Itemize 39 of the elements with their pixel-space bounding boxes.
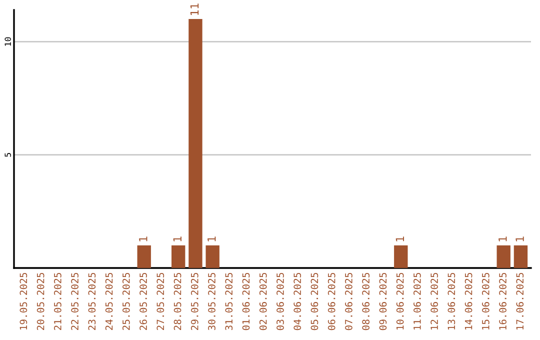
x-tick-label: 22.05.2025 — [71, 272, 78, 330]
data-label: 1 — [173, 236, 182, 242]
x-tick-label: 27.05.2025 — [156, 272, 164, 330]
x-tick-label: 15.06.2025 — [482, 272, 490, 330]
x-tick-label: 31.05.2025 — [225, 272, 233, 330]
x-tick-label: 08.06.2025 — [362, 272, 370, 330]
x-tick-label: 04.06.2025 — [294, 272, 302, 330]
x-tick-label: 20.05.2025 — [36, 272, 44, 330]
x-tick-label: 28.05.2025 — [174, 272, 182, 330]
x-tick-label: 16.06.2025 — [499, 272, 506, 330]
x-tick-label: 12.06.2025 — [430, 272, 438, 330]
y-tick-label: 5 — [4, 153, 11, 157]
data-label: 1 — [516, 236, 524, 242]
x-tick-label: 05.06.2025 — [310, 272, 318, 330]
x-tick-label: 01.06.2025 — [242, 272, 250, 330]
x-tick-label: 19.05.2025 — [20, 272, 28, 330]
x-tick-label: 17.06.2025 — [516, 272, 524, 330]
x-tick-label: 03.06.2025 — [276, 272, 284, 330]
x-tick-label: 10.06.2025 — [396, 272, 404, 330]
x-tick-label: 30.05.2025 — [208, 272, 216, 330]
data-label: 11 — [190, 4, 199, 15]
x-tick-label: 24.05.2025 — [105, 272, 113, 330]
x-tick-label: 26.05.2025 — [140, 272, 147, 330]
data-label: 1 — [139, 236, 148, 242]
y-tick-label: 10 — [4, 37, 11, 46]
x-tick-label: 11.06.2025 — [414, 272, 421, 330]
x-tick-label: 21.05.2025 — [54, 272, 62, 330]
x-tick-label: 13.06.2025 — [448, 272, 456, 330]
x-tick-label: 23.05.2025 — [88, 272, 96, 330]
data-label: 1 — [208, 236, 216, 242]
x-tick-label: 25.05.2025 — [122, 272, 130, 330]
x-tick-label: 14.06.2025 — [464, 272, 472, 330]
x-tick-label: 09.06.2025 — [379, 272, 387, 330]
data-label: 1 — [396, 236, 404, 242]
x-tick-label: 29.05.2025 — [190, 272, 198, 330]
x-tick-label: 06.06.2025 — [328, 272, 336, 330]
x-tick-label: 02.06.2025 — [259, 272, 267, 330]
data-label: 1 — [498, 236, 507, 242]
x-tick-label: 07.06.2025 — [345, 272, 352, 330]
